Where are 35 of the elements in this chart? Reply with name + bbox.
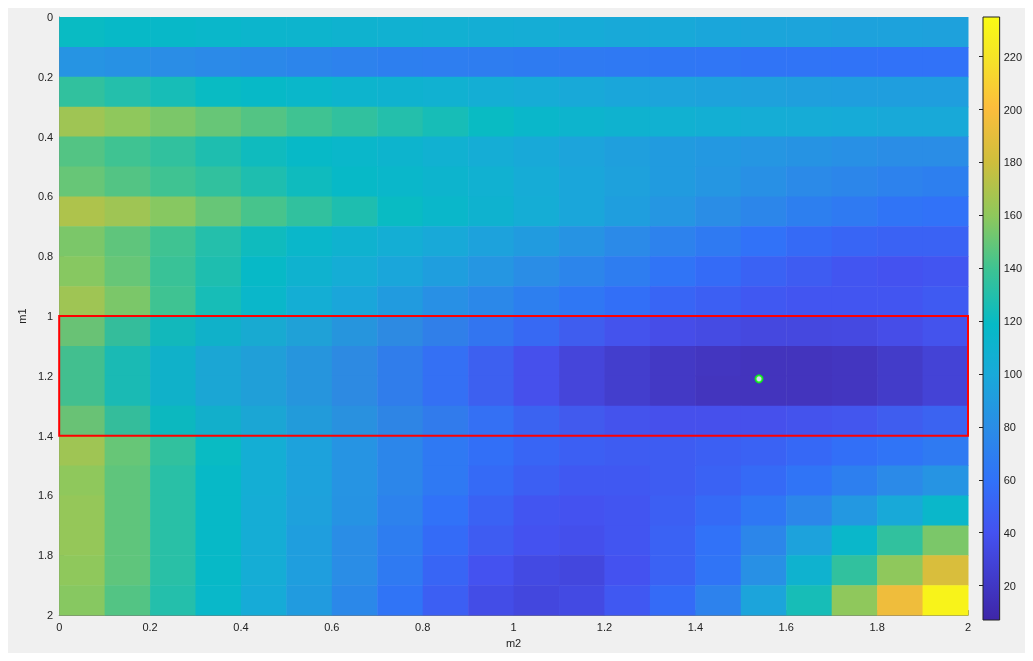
color-bar-label: 160 [1003,209,1023,222]
y-tick-label: 1.6 [37,489,54,502]
x-tick-label: 2 [964,620,972,633]
x-tick-label: 0.8 [415,620,431,633]
color-bar-label: 60 [1003,473,1016,486]
y-tick-label: 1 [47,310,54,323]
x-tick-label: 0.2 [142,620,158,633]
x-tick-label: 1 [510,620,517,633]
y-axis-title: m1 [15,308,28,324]
color-bar-label: 220 [1003,50,1023,63]
x-axis-title: m2 [505,636,522,649]
y-tick-label: 1.4 [37,429,54,442]
y-tick-label: 0.4 [37,130,54,143]
x-tick-label: 0 [56,620,63,633]
y-tick-label: 2 [47,609,54,622]
y-tick-label: 0.2 [37,70,54,83]
color-bar-label: 40 [1003,526,1016,539]
color-bar-label: 80 [1003,420,1016,433]
x-tick-label: 1.8 [869,620,885,633]
x-tick-label: 0.6 [324,620,340,633]
x-tick-label: 1.4 [687,620,704,633]
y-tick-label: 0.6 [37,190,54,203]
y-tick-label: 1.2 [37,369,54,382]
y-tick-label: 1.8 [37,549,54,562]
color-bar-label: 120 [1003,315,1023,328]
x-tick-label: 0.4 [233,620,249,633]
color-bar-label: 140 [1003,262,1023,275]
color-bar-label: 20 [1003,579,1016,592]
color-bar-label: 180 [1003,156,1023,169]
color-bar-label: 200 [1003,103,1023,116]
x-tick-label: 1.2 [596,620,613,633]
y-tick-label: 0.8 [37,250,54,263]
y-tick-label: 0 [47,11,54,23]
x-tick-label: 1.6 [778,620,794,633]
color-bar-label: 100 [1003,368,1023,381]
